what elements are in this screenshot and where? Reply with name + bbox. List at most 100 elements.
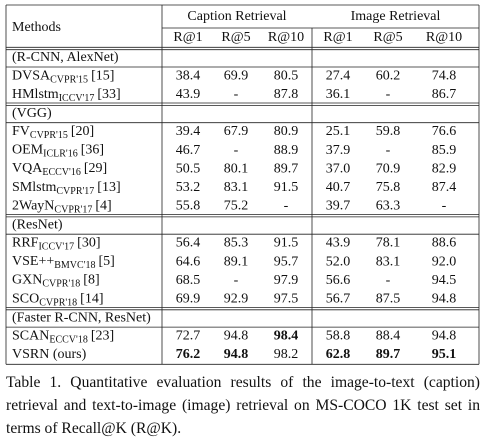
cell: 85.9 xyxy=(432,143,457,158)
cell: 87.5 xyxy=(376,292,401,307)
reference: [8] xyxy=(83,273,99,288)
cell: 94.8 xyxy=(432,329,457,344)
reference: [30] xyxy=(77,236,100,251)
cell: 83.1 xyxy=(376,254,401,269)
method-name: HMlstmICCV'17 [33] xyxy=(12,87,121,104)
venue: CVPR'15 xyxy=(50,75,88,86)
method: OEM xyxy=(12,143,44,158)
cell: - xyxy=(386,273,391,288)
cell: 59.8 xyxy=(376,124,401,139)
cell: 37.0 xyxy=(326,161,351,176)
cell: 89.1 xyxy=(224,254,249,269)
venue: CVPR'17 xyxy=(54,205,92,216)
cell: 98.4 xyxy=(274,329,299,344)
reference: [20] xyxy=(71,124,94,139)
method: SCO xyxy=(12,292,39,307)
method: VSE++ xyxy=(12,254,54,269)
cell: 43.9 xyxy=(326,236,351,251)
cell: 78.1 xyxy=(376,236,401,251)
cell: - xyxy=(386,87,391,102)
cell: 92.0 xyxy=(432,254,457,269)
cell: 80.5 xyxy=(274,69,299,84)
cell: 89.7 xyxy=(376,347,401,362)
cell: 88.6 xyxy=(432,236,457,251)
cell: 64.6 xyxy=(176,254,201,269)
cell: 88.9 xyxy=(274,143,299,158)
method-name: GXNCVPR'18 [8] xyxy=(12,273,100,290)
cell: - xyxy=(442,199,447,214)
method-name: RRFICCV'17 [30] xyxy=(12,236,101,253)
method: VQA xyxy=(12,161,43,176)
method-name: SCANECCV'18 [23] xyxy=(12,329,114,346)
method-name: OEMICLR'16 [36] xyxy=(12,143,104,160)
cell: 27.4 xyxy=(326,69,351,84)
cell: 69.9 xyxy=(224,69,249,84)
cell: 76.2 xyxy=(176,347,201,362)
method-name: SMlstmCVPR'17 [13] xyxy=(12,180,121,197)
venue: ECCV'18 xyxy=(49,335,87,346)
cell: 43.9 xyxy=(176,87,201,102)
cell: 88.4 xyxy=(376,329,401,344)
header-group: Caption Retrieval xyxy=(187,9,286,24)
cell: 56.6 xyxy=(326,273,351,288)
cell: 46.7 xyxy=(176,143,201,158)
reference: [23] xyxy=(91,329,114,344)
method: DVSA xyxy=(12,69,51,84)
cell: 80.1 xyxy=(224,161,249,176)
cell: 25.1 xyxy=(326,124,351,139)
method-name: DVSACVPR'15 [15] xyxy=(12,69,114,86)
cell: 56.7 xyxy=(326,292,351,307)
cell: 86.7 xyxy=(432,87,457,102)
cell: 72.7 xyxy=(176,329,201,344)
cell: 52.0 xyxy=(326,254,351,269)
cell: - xyxy=(386,143,391,158)
cell: 38.4 xyxy=(176,69,201,84)
method-name: SCOCVPR'18 [14] xyxy=(12,292,104,309)
cell: 87.4 xyxy=(432,180,457,195)
section-title: (Faster R-CNN, ResNet) xyxy=(12,310,151,325)
cell: 75.8 xyxy=(376,180,401,195)
method-name: VQAECCV'16 [29] xyxy=(12,161,107,178)
section-title: (ResNet) xyxy=(12,217,63,232)
cell: 60.2 xyxy=(376,69,401,84)
cell: 94.8 xyxy=(224,347,249,362)
venue: ICCV'17 xyxy=(38,242,74,253)
cell: 97.5 xyxy=(274,292,299,307)
venue: CVPR'15 xyxy=(30,130,68,141)
cell: 89.7 xyxy=(274,161,299,176)
reference: [4] xyxy=(95,199,111,214)
method: FV xyxy=(12,124,30,139)
cell: - xyxy=(234,87,239,102)
cell: 95.1 xyxy=(432,347,457,362)
cell: 74.8 xyxy=(432,69,457,84)
cell: 97.9 xyxy=(274,273,299,288)
cell: - xyxy=(284,199,289,214)
venue: CVPR'18 xyxy=(39,298,77,309)
method-name: FVCVPR'15 [20] xyxy=(12,124,94,141)
venue: ICLR'16 xyxy=(43,149,78,160)
method: 2WayN xyxy=(12,199,54,214)
header-metric: R@5 xyxy=(221,30,250,45)
cell: 62.8 xyxy=(326,347,351,362)
reference: [29] xyxy=(84,161,107,176)
method: SMlstm xyxy=(12,180,56,195)
method: SCAN xyxy=(12,329,49,344)
reference: [5] xyxy=(99,254,115,269)
method-name: VSE++BMVC'18 [5] xyxy=(12,254,115,271)
cell: - xyxy=(234,143,239,158)
venue: ICCV'17 xyxy=(59,93,95,104)
venue: BMVC'18 xyxy=(54,260,95,271)
venue: CVPR'17 xyxy=(56,186,94,197)
method: VSRN (ours) xyxy=(12,347,87,362)
reference: [36] xyxy=(81,143,104,158)
cell: 87.8 xyxy=(274,87,299,102)
section-title: (R-CNN, AlexNet) xyxy=(12,50,119,65)
cell: 58.8 xyxy=(326,329,351,344)
cell: 56.4 xyxy=(176,236,201,251)
reference: [14] xyxy=(80,292,103,307)
cell: 63.3 xyxy=(376,199,401,214)
cell: 91.5 xyxy=(274,236,299,251)
reference: [33] xyxy=(97,87,120,102)
cell: 39.4 xyxy=(176,124,201,139)
cell: 98.2 xyxy=(274,347,299,362)
